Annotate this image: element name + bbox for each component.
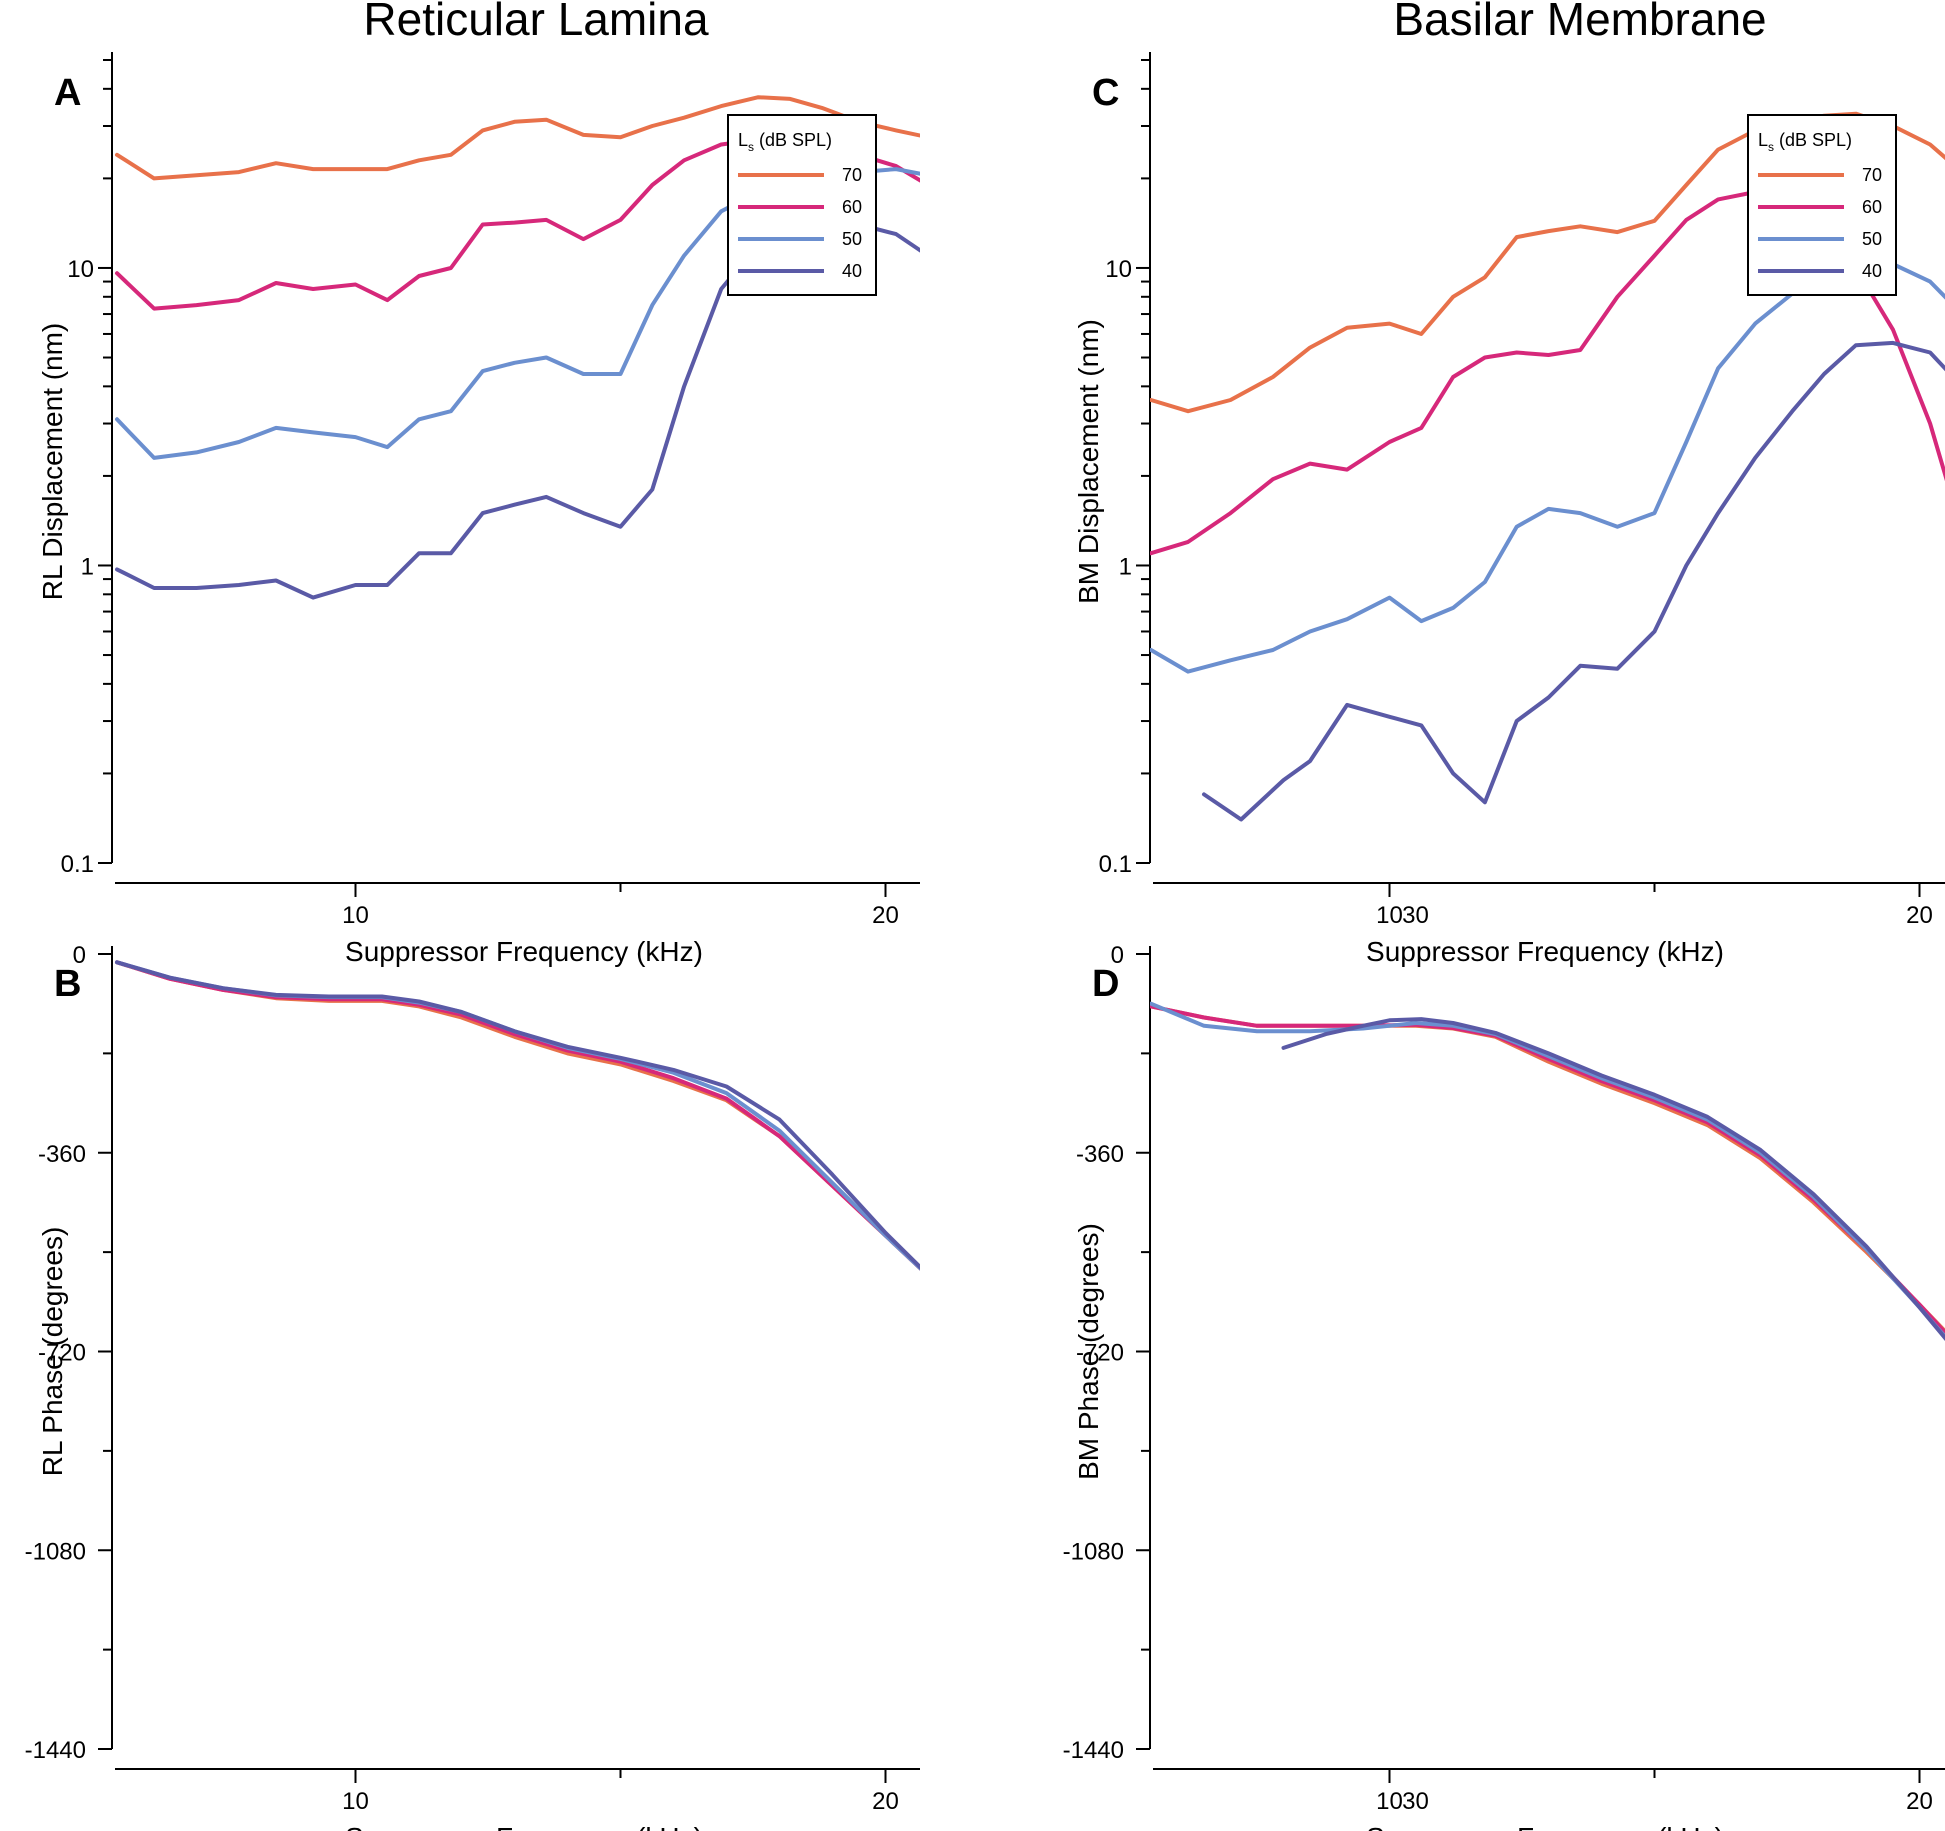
- legend-label: 70: [1862, 165, 1882, 185]
- x-tick-label: 20: [872, 902, 899, 929]
- y-tick-label: 0: [1111, 942, 1124, 969]
- series-line-40: [115, 213, 920, 600]
- y-tick-label: -1440: [25, 1737, 86, 1764]
- x-tick-label: 20: [1906, 1788, 1933, 1815]
- x-axis-label: Suppressor Frequency (kHz): [1366, 936, 1724, 967]
- legend-label: 40: [1862, 261, 1882, 281]
- x-tick-label: 30: [1402, 1788, 1429, 1815]
- y-axis-label: RL Phase (degrees): [37, 1227, 68, 1477]
- panel-d-bm-phase: 10 20 30 Suppressor Frequency (kHz) 0 -360 -72…: [1063, 942, 1945, 1831]
- y-tick-label: -1080: [1063, 1538, 1124, 1565]
- series-line-40: [1202, 340, 1945, 822]
- y-tick-label: 0.1: [1099, 851, 1132, 878]
- panel-letter: D: [1092, 963, 1119, 1005]
- legend-label: 50: [1862, 229, 1882, 249]
- panel-letter: B: [54, 963, 81, 1005]
- series-line-60: [115, 960, 920, 1271]
- series-line-50: [1150, 259, 1945, 674]
- legend-label: 50: [842, 229, 862, 249]
- series-line-50: [1150, 1001, 1945, 1340]
- x-axis-label: Suppressor Frequency (kHz): [1366, 1822, 1724, 1831]
- x-axis-label: Suppressor Frequency (kHz): [345, 936, 703, 967]
- y-axis-label: BM Displacement (nm): [1073, 319, 1104, 604]
- legend-title: Ls (dB SPL): [738, 130, 832, 154]
- y-tick-label: -1080: [25, 1538, 86, 1565]
- legend-bm-title: Ls (dB SPL): [1758, 130, 1852, 154]
- x-axis-label: Suppressor Frequency (kHz): [345, 1822, 703, 1831]
- x-tick-label: 20: [1906, 902, 1933, 929]
- y-tick-label: -720: [38, 1340, 86, 1367]
- series-line-40: [1281, 1017, 1945, 1341]
- y-axis-label: BM Phase (degrees): [1073, 1223, 1104, 1480]
- title-left: Reticular Lamina: [363, 0, 709, 45]
- panel-c-bm-displacement: 10 20 30 Suppressor Frequency (kHz) 0.1 1 10 BM…: [1073, 52, 1945, 967]
- title-right: Basilar Membrane: [1393, 0, 1766, 45]
- y-tick-label: -360: [38, 1141, 86, 1168]
- legend-label: 60: [1862, 197, 1882, 217]
- x-tick-label: 10: [342, 902, 369, 929]
- series-line-70: [115, 960, 920, 1271]
- x-tick-label: 20: [872, 1788, 899, 1815]
- panel-letter: A: [54, 72, 81, 114]
- legend-label: 60: [842, 197, 862, 217]
- y-tick-label: 10: [67, 256, 94, 283]
- y-tick-label: 1: [81, 553, 94, 580]
- x-tick-label: 10: [342, 1788, 369, 1815]
- series-line-60: [1150, 1004, 1945, 1336]
- y-tick-label: 10: [1105, 256, 1132, 283]
- panel-letter: C: [1092, 72, 1119, 114]
- y-axis-label: RL Displacement (nm): [37, 323, 68, 600]
- series-line-60: [1150, 190, 1945, 556]
- legend-label: 70: [842, 165, 862, 185]
- series-line-70: [1150, 1004, 1945, 1335]
- legend-bm: Ls (dB SPL) 70 60 50 40: [1747, 114, 1897, 296]
- x-tick-label: 30: [1402, 902, 1429, 929]
- y-tick-label: 0.1: [61, 851, 94, 878]
- y-tick-label: -360: [1076, 1141, 1124, 1168]
- legend: Ls (dB SPL) 70 60 50 40: [727, 114, 877, 296]
- y-tick-label: 0: [73, 942, 86, 969]
- y-tick-label: 1: [1119, 553, 1132, 580]
- series-line-50: [115, 960, 920, 1271]
- y-tick-label: -1440: [1063, 1737, 1124, 1764]
- x-tick-label: 10: [1376, 902, 1403, 929]
- series-line-40: [115, 960, 920, 1270]
- legend-label: 40: [842, 261, 862, 281]
- panel-b-rl-phase: 10 20 30 Suppressor Frequency (kHz) 0 -360 -72…: [25, 942, 1429, 1831]
- x-tick-label: 10: [1376, 1788, 1403, 1815]
- y-tick-label: -720: [1076, 1340, 1124, 1367]
